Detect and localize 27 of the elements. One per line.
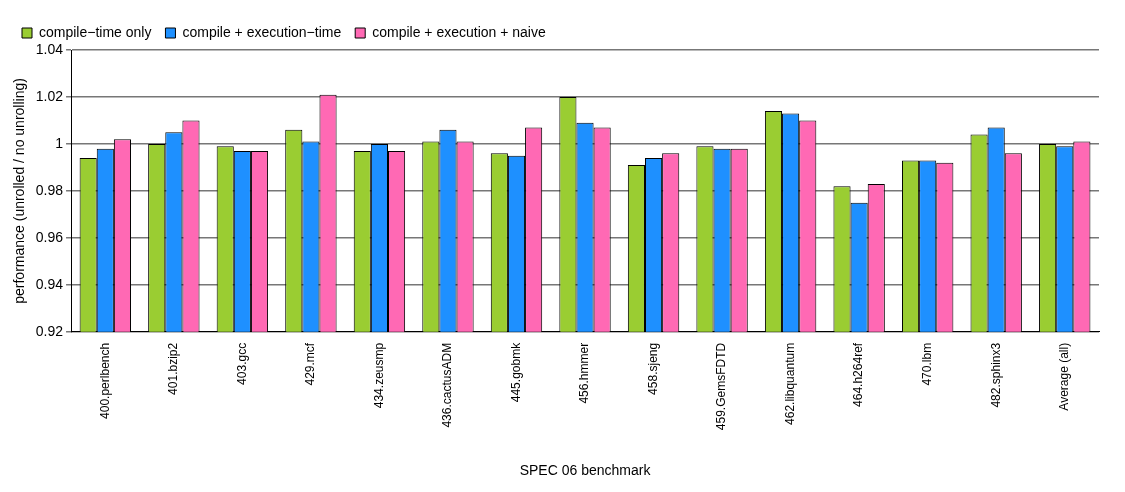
legend-label: compile + execution + naive (372, 23, 546, 40)
x-tick-label: 464.h264ref (851, 342, 866, 407)
legend-label: compile + execution−time (182, 23, 342, 40)
y-tick-label: 0.94 (35, 275, 64, 292)
x-tick-label: 458.sjeng (645, 342, 660, 395)
y-tick-label: 1 (55, 134, 64, 151)
x-tick-label: 456.hmmer (577, 342, 592, 404)
x-tick-label: 462.libquantum (782, 342, 797, 425)
y-tick-label: 0.92 (35, 322, 64, 339)
x-tick-label: 403.gcc (234, 342, 249, 385)
x-axis-title: SPEC 06 benchmark (519, 462, 652, 479)
x-tick-label: 482.sphinx3 (988, 342, 1003, 408)
x-tick-label: 436.cactusADM (440, 342, 455, 428)
y-tick-label: 0.98 (35, 181, 64, 198)
x-tick-label: 429.mcf (303, 342, 318, 386)
x-tick-label: 400.perlbench (97, 342, 112, 419)
y-tick-label: 1.02 (35, 87, 64, 104)
y-tick-label: 0.96 (35, 228, 64, 245)
legend-label: compile−time only (39, 23, 152, 40)
x-tick-label: 470.lbm (919, 342, 934, 386)
y-axis-title: performance (unrolled / no unrolling) (11, 78, 28, 304)
x-tick-label: Average (all) (1057, 342, 1072, 411)
x-tick-label: 459.GemsFDTD (714, 342, 729, 431)
x-tick-label: 434.zeusmp (371, 342, 386, 409)
x-tick-label: 445.gobmk (508, 341, 523, 403)
x-tick-label: 401.bzip2 (166, 342, 181, 395)
y-tick-label: 1.04 (35, 40, 64, 57)
